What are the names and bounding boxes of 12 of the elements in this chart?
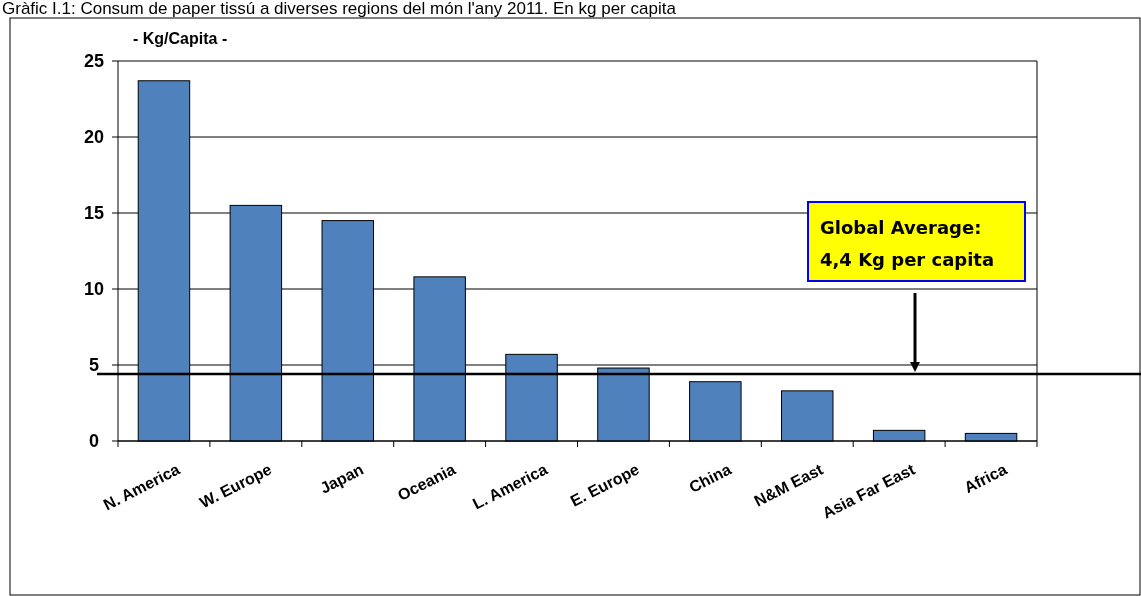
y-tick-label: 5 xyxy=(88,355,100,376)
chart-title: Gràfic I.1: Consum de paper tissú a diverses regions del món l'any 2011. En kg per capita xyxy=(2,0,677,18)
x-tick-label: Japan xyxy=(317,460,367,497)
y-tick-label: 20 xyxy=(83,127,105,148)
y-tick-label: 10 xyxy=(83,279,105,300)
y-tick-label: 0 xyxy=(88,431,100,452)
y-tick-label: 15 xyxy=(83,203,105,224)
x-tick-label: Africa xyxy=(961,460,1010,497)
ref-line-label: Global Average: 4,4 Kg per capita xyxy=(820,217,995,270)
y-tick-label: 25 xyxy=(83,51,105,72)
x-tick-label: China xyxy=(686,460,734,496)
y-axis-title: - Kg/Capita - xyxy=(133,30,228,47)
